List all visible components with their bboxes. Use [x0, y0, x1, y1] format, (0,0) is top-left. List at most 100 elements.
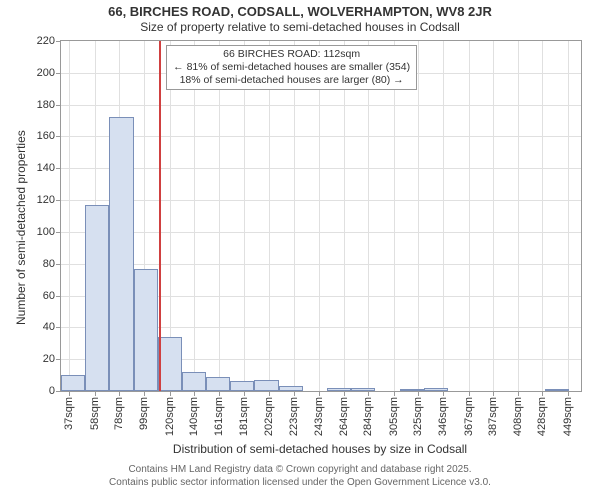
x-tick-mark [219, 391, 220, 396]
x-tick-label: 387sqm [487, 397, 499, 436]
x-tick-label: 243sqm [313, 397, 325, 436]
x-tick-mark [518, 391, 519, 396]
histogram-bar [254, 380, 278, 391]
y-tick-label: 120 [37, 194, 55, 206]
y-tick-mark [56, 168, 61, 169]
chart-subtitle: Size of property relative to semi-detach… [0, 20, 600, 34]
y-tick-label: 200 [37, 67, 55, 79]
y-tick-label: 220 [37, 35, 55, 47]
x-tick-mark [95, 391, 96, 396]
y-tick-mark [56, 200, 61, 201]
y-tick-label: 40 [43, 321, 55, 333]
x-tick-label: 325sqm [412, 397, 424, 436]
grid-line-h [61, 105, 581, 106]
histogram-bar [85, 205, 109, 391]
annotation-line-1: 66 BIRCHES ROAD: 112sqm [173, 48, 410, 61]
y-tick-mark [56, 136, 61, 137]
x-tick-label: 305sqm [388, 397, 400, 436]
y-tick-label: 180 [37, 99, 55, 111]
y-tick-mark [56, 296, 61, 297]
y-tick-mark [56, 327, 61, 328]
x-tick-label: 264sqm [338, 397, 350, 436]
plot-area: 02040608010012014016018020022037sqm58sqm… [60, 40, 582, 392]
x-tick-mark [319, 391, 320, 396]
y-tick-mark [56, 264, 61, 265]
x-tick-label: 181sqm [238, 397, 250, 436]
x-tick-mark [244, 391, 245, 396]
grid-line-h [61, 136, 581, 137]
annotation-line-3: 18% of semi-detached houses are larger (… [173, 74, 410, 87]
histogram-bar [206, 377, 230, 391]
x-tick-mark [368, 391, 369, 396]
grid-line-v [69, 41, 70, 391]
x-axis-label: Distribution of semi-detached houses by … [60, 442, 580, 456]
histogram-bar [158, 337, 182, 391]
grid-line-v [344, 41, 345, 391]
y-tick-mark [56, 232, 61, 233]
footer-line-2: Contains public sector information licen… [0, 477, 600, 489]
x-tick-mark [568, 391, 569, 396]
x-tick-label: 78sqm [113, 397, 125, 430]
y-tick-label: 80 [43, 258, 55, 270]
histogram-bar [182, 372, 206, 391]
x-tick-label: 99sqm [138, 397, 150, 430]
x-tick-label: 408sqm [512, 397, 524, 436]
grid-line-h [61, 168, 581, 169]
grid-line-h [61, 232, 581, 233]
y-tick-mark [56, 359, 61, 360]
histogram-bar [400, 389, 424, 391]
histogram-bar [279, 386, 303, 391]
y-tick-mark [56, 73, 61, 74]
y-tick-label: 0 [49, 385, 55, 397]
x-tick-mark [493, 391, 494, 396]
grid-line-v [368, 41, 369, 391]
grid-line-v [443, 41, 444, 391]
x-tick-label: 120sqm [164, 397, 176, 436]
y-tick-label: 20 [43, 353, 55, 365]
x-tick-label: 428sqm [536, 397, 548, 436]
x-tick-label: 161sqm [213, 397, 225, 436]
y-tick-label: 140 [37, 162, 55, 174]
chart-title: 66, BIRCHES ROAD, CODSALL, WOLVERHAMPTON… [0, 4, 600, 20]
x-tick-mark [119, 391, 120, 396]
histogram-bar [424, 388, 448, 391]
x-tick-mark [69, 391, 70, 396]
reference-line [159, 41, 161, 391]
histogram-bar [545, 389, 569, 391]
x-tick-mark [469, 391, 470, 396]
x-tick-mark [269, 391, 270, 396]
grid-line-v [493, 41, 494, 391]
grid-line-v [269, 41, 270, 391]
grid-line-v [542, 41, 543, 391]
x-tick-label: 140sqm [188, 397, 200, 436]
histogram-bar [134, 269, 158, 392]
grid-line-v [244, 41, 245, 391]
y-axis-label: Number of semi-detached properties [14, 130, 28, 325]
grid-line-v [518, 41, 519, 391]
histogram-bar [61, 375, 85, 391]
x-tick-mark [344, 391, 345, 396]
y-tick-label: 60 [43, 290, 55, 302]
x-tick-label: 284sqm [362, 397, 374, 436]
x-tick-label: 449sqm [562, 397, 574, 436]
grid-line-v [319, 41, 320, 391]
grid-line-h [61, 200, 581, 201]
x-tick-label: 58sqm [89, 397, 101, 430]
grid-line-v [469, 41, 470, 391]
grid-line-v [394, 41, 395, 391]
x-tick-label: 346sqm [437, 397, 449, 436]
annotation-line-2: ← 81% of semi-detached houses are smalle… [173, 61, 410, 74]
x-tick-label: 223sqm [288, 397, 300, 436]
grid-line-v [418, 41, 419, 391]
chart-container: 66, BIRCHES ROAD, CODSALL, WOLVERHAMPTON… [0, 0, 600, 500]
histogram-bar [327, 388, 351, 391]
grid-line-v [194, 41, 195, 391]
x-tick-mark [294, 391, 295, 396]
y-tick-mark [56, 41, 61, 42]
x-tick-mark [443, 391, 444, 396]
y-tick-mark [56, 105, 61, 106]
x-tick-label: 37sqm [63, 397, 75, 430]
x-tick-mark [418, 391, 419, 396]
x-tick-mark [542, 391, 543, 396]
y-tick-label: 160 [37, 130, 55, 142]
